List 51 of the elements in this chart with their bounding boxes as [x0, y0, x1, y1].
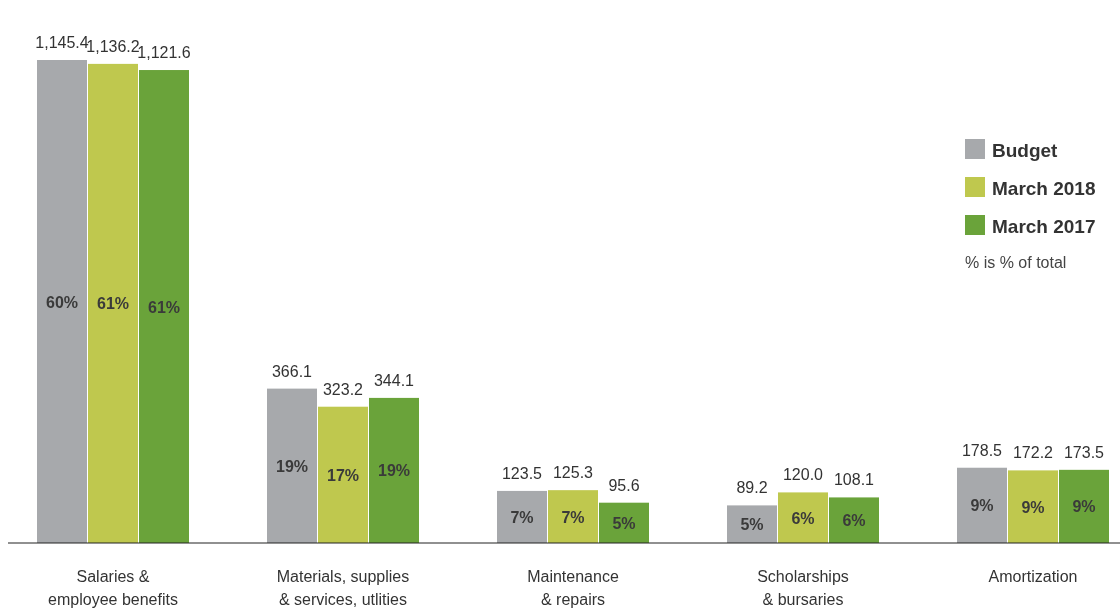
annotation: 6% [842, 512, 866, 530]
legend-label: March 2018 [992, 178, 1096, 199]
annotation: 9% [1021, 498, 1045, 516]
annotation: 6% [791, 509, 815, 527]
bar [497, 490, 547, 543]
x-tick-label: Salaries & employee benefits [48, 568, 178, 608]
annotation: 7% [561, 508, 585, 526]
annotation: 61% [96, 295, 130, 313]
data-label: 344.1 [373, 371, 415, 389]
data-label: 123.5 [501, 464, 543, 482]
annotation: 5% [740, 516, 764, 534]
data-label: 173.5 [1063, 443, 1105, 461]
annotation: 19% [275, 457, 309, 475]
data-label: 125.3 [552, 464, 594, 482]
x-tick-label: Maintenance & repairs [527, 568, 619, 608]
bar [1059, 469, 1109, 543]
bar [318, 406, 368, 543]
data-label: 178.5 [961, 441, 1003, 459]
annotation: 9% [970, 497, 994, 515]
x-tick-label: Amortization [988, 568, 1078, 585]
bar [957, 467, 1007, 543]
x-tick-label: Materials, supplies & services, utlities [276, 568, 410, 608]
data-label: 108.1 [833, 471, 875, 489]
data-label: 366.1 [271, 362, 313, 380]
data-label: 172.2 [1012, 444, 1054, 462]
annotation: 5% [612, 514, 636, 532]
annotation: % is % of total [965, 254, 1067, 271]
legend-label: Budget [992, 140, 1059, 161]
annotation: 61% [147, 298, 181, 316]
bar [778, 492, 828, 543]
bar [548, 490, 598, 543]
bar [139, 70, 189, 543]
bar [37, 60, 87, 543]
bar [1008, 470, 1058, 543]
annotation: 17% [326, 466, 360, 484]
data-label: 89.2 [736, 479, 768, 497]
bar [88, 63, 138, 543]
annotation: 60% [45, 293, 79, 311]
data-label: 1,145.4 [35, 34, 89, 51]
bar [829, 497, 879, 543]
annotation: 9% [1072, 498, 1096, 516]
data-label: 323.2 [322, 380, 364, 398]
annotation: 7% [510, 508, 534, 526]
bar [267, 388, 317, 543]
data-label: 1,136.2 [86, 37, 140, 55]
data-label: 95.6 [608, 476, 640, 494]
data-label: 120.0 [782, 466, 824, 484]
bar [369, 397, 419, 543]
legend-label: March 2017 [992, 216, 1096, 237]
annotation: 19% [377, 462, 411, 480]
x-tick-label: Scholarships & bursaries [757, 568, 849, 608]
